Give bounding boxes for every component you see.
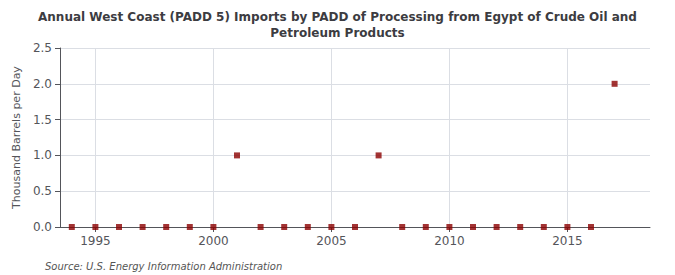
svg-text:Petroleum Products: Petroleum Products <box>270 26 404 40</box>
svg-text:Source: U.S. Energy Informatio: Source: U.S. Energy Information Administ… <box>45 261 282 272</box>
svg-text:1995: 1995 <box>80 234 111 248</box>
svg-text:0.5: 0.5 <box>33 184 52 198</box>
svg-text:2.5: 2.5 <box>33 41 52 55</box>
svg-text:Thousand Barrels per Day: Thousand Barrels per Day <box>10 66 23 210</box>
svg-text:2010: 2010 <box>434 234 465 248</box>
svg-text:Annual West Coast (PADD 5) Imp: Annual West Coast (PADD 5) Imports by PA… <box>38 10 637 24</box>
svg-text:0.0: 0.0 <box>33 220 52 234</box>
svg-text:2015: 2015 <box>552 234 583 248</box>
svg-text:1.0: 1.0 <box>33 148 52 162</box>
svg-text:2000: 2000 <box>198 234 229 248</box>
svg-text:2005: 2005 <box>316 234 347 248</box>
svg-text:1.5: 1.5 <box>33 113 52 127</box>
svg-text:2.0: 2.0 <box>33 77 52 91</box>
